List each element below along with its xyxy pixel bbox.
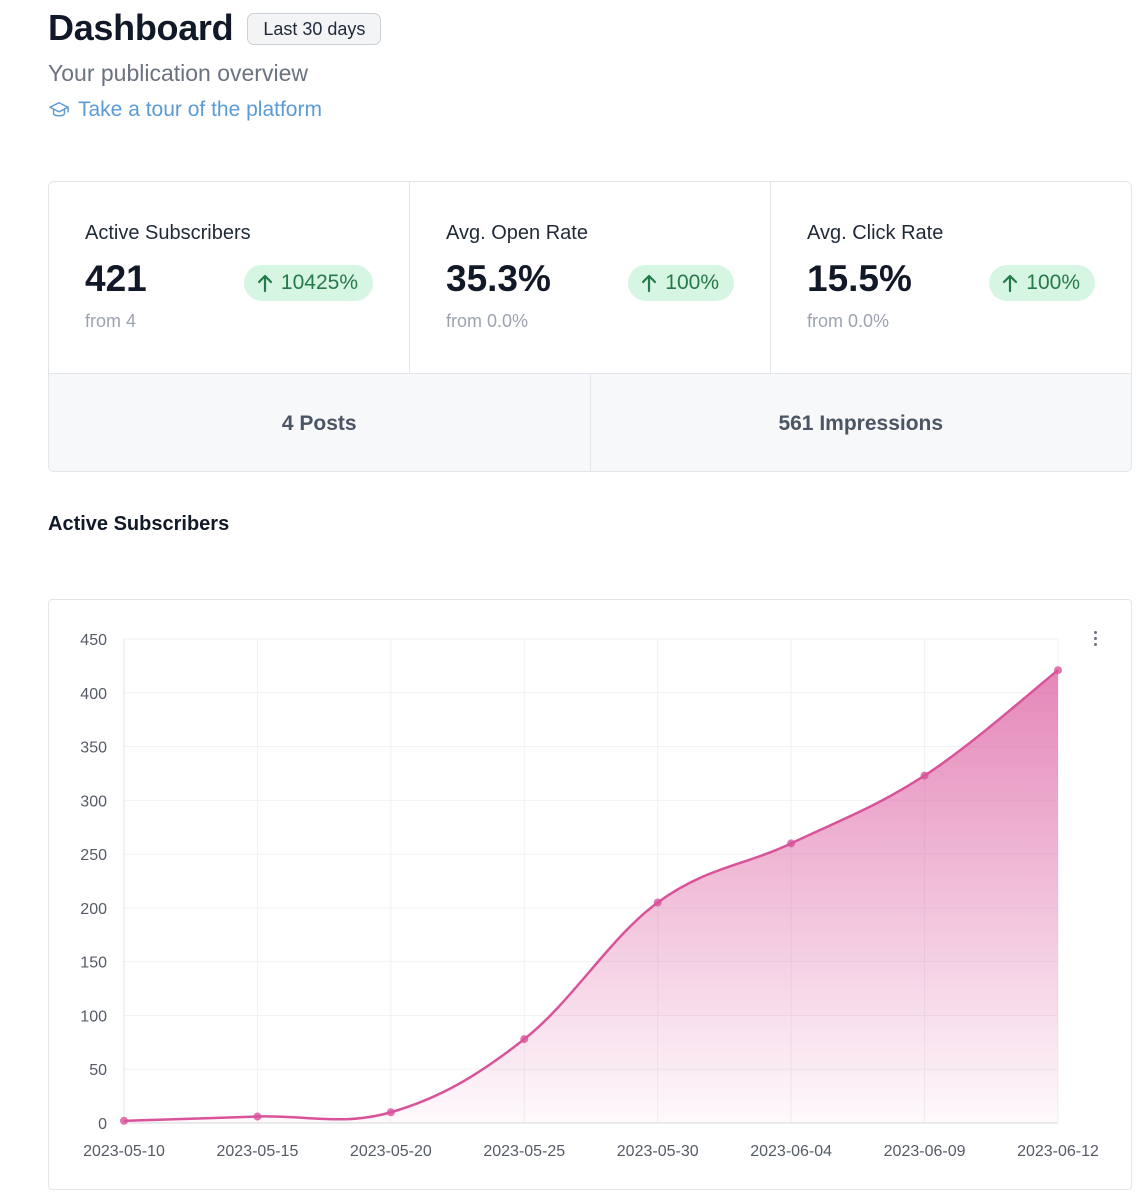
tour-link-label: Take a tour of the platform [78, 98, 322, 121]
stat-from: from 4 [85, 311, 137, 331]
y-tick-label: 450 [80, 632, 107, 649]
x-tick-label: 2023-05-30 [617, 1143, 699, 1160]
change-value: 10425% [280, 271, 358, 294]
x-tick-label: 2023-05-10 [83, 1143, 165, 1160]
x-tick-label: 2023-05-15 [217, 1143, 299, 1160]
page-title: Dashboard [48, 7, 234, 48]
x-tick-label: 2023-06-12 [1017, 1143, 1099, 1160]
stats-card: Active Subscribers 421 from 4 10425% Avg… [48, 181, 1132, 472]
posts-count[interactable]: 4 Posts [49, 374, 591, 471]
stat-label: Active Subscribers [85, 222, 251, 244]
y-tick-label: 400 [80, 686, 107, 703]
y-tick-label: 250 [80, 847, 107, 864]
y-tick-label: 150 [80, 955, 107, 972]
graduation-cap-icon [49, 102, 69, 117]
y-tick-label: 350 [80, 740, 107, 757]
change-badge: 100% [628, 265, 734, 301]
title-row: Dashboard Last 30 days [48, 6, 382, 50]
data-point [253, 1112, 262, 1121]
data-point [1054, 666, 1062, 675]
page-header: Dashboard Last 30 days Your publication … [48, 6, 382, 123]
page-subtitle: Your publication overview [48, 60, 308, 86]
data-point [386, 1108, 395, 1117]
stats-row: Active Subscribers 421 from 4 10425% Avg… [49, 182, 1131, 374]
stat-active-subscribers: Active Subscribers 421 from 4 10425% [49, 182, 410, 373]
x-tick-label: 2023-06-04 [750, 1143, 832, 1160]
date-range-button[interactable]: Last 30 days [247, 13, 382, 45]
x-tick-label: 2023-05-25 [483, 1143, 565, 1160]
change-badge: 10425% [243, 265, 373, 301]
data-point [520, 1035, 529, 1044]
arrow-up-icon [1003, 274, 1018, 293]
y-tick-label: 200 [80, 901, 107, 918]
more-vertical-icon[interactable] [1089, 628, 1101, 650]
chart-card: 0 50 100 150 200 250 300 350 400 450 2023-05-10 202… [48, 599, 1132, 1190]
data-point [787, 839, 796, 848]
impressions-count[interactable]: 561 Impressions [778, 412, 944, 435]
x-tick-label: 2023-06-09 [884, 1143, 966, 1160]
stat-from: from 0.0% [807, 311, 890, 331]
data-point [120, 1116, 128, 1125]
stat-from: from 0.0% [446, 311, 529, 331]
y-tick-label: 50 [89, 1062, 107, 1079]
series-line [123, 669, 1059, 1123]
change-value: 100% [1026, 271, 1080, 294]
arrow-up-icon [257, 274, 273, 293]
change-value: 100% [665, 271, 719, 294]
series-area [124, 670, 1058, 1123]
stat-click-rate: Avg. Click Rate 15.5% from 0.0% 100% [771, 182, 1131, 373]
stat-open-rate: Avg. Open Rate 35.3% from 0.0% 100% [410, 182, 771, 373]
data-point [920, 771, 929, 780]
data-point [653, 898, 662, 907]
summary-row: 4 Posts 561 Impressions [49, 374, 1131, 471]
stat-value: 421 [85, 258, 147, 299]
stat-value: 15.5% [807, 258, 912, 299]
stat-value: 35.3% [446, 258, 551, 299]
x-tick-label: 2023-05-20 [350, 1143, 432, 1160]
stat-label: Avg. Open Rate [446, 222, 588, 244]
arrow-up-icon [642, 274, 657, 293]
stat-label: Avg. Click Rate [807, 222, 944, 244]
tour-link[interactable]: Take a tour of the platform [48, 97, 381, 123]
y-tick-label: 300 [80, 793, 107, 810]
section-title: Active Subscribers [48, 513, 230, 535]
y-tick-label: 100 [80, 1008, 107, 1025]
y-tick-label: 0 [98, 1116, 107, 1133]
change-badge: 100% [989, 265, 1095, 301]
